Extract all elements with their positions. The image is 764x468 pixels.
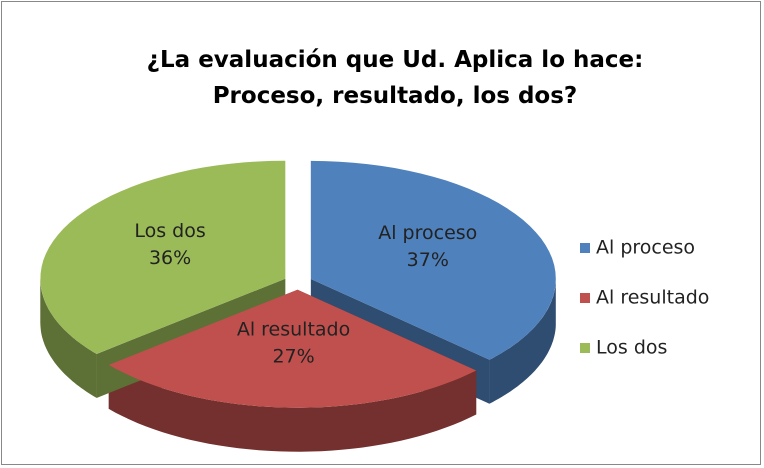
data-label-value: 36% — [149, 247, 191, 269]
slice-wall — [489, 278, 556, 404]
legend-label: Los dos — [596, 337, 667, 359]
chart-title: ¿La evaluación que Ud. Aplica lo hace: P… — [146, 47, 644, 109]
pie-slice — [310, 160, 556, 360]
legend-label: Al resultado — [596, 287, 709, 309]
data-label-name: Al resultado — [237, 319, 350, 341]
legend-swatch — [580, 243, 590, 253]
legend-swatch — [580, 293, 590, 303]
data-label-name: Al proceso — [378, 222, 477, 244]
slice-wall — [40, 278, 97, 398]
legend-label: Al proceso — [596, 237, 695, 259]
slice-wall — [108, 364, 477, 452]
pie-slice — [40, 160, 286, 354]
data-label-value: 37% — [407, 249, 449, 271]
data-label-name: Los dos — [134, 220, 205, 242]
data-label-value: 27% — [272, 346, 314, 368]
pie-slice — [108, 289, 477, 408]
legend-swatch — [580, 343, 590, 353]
